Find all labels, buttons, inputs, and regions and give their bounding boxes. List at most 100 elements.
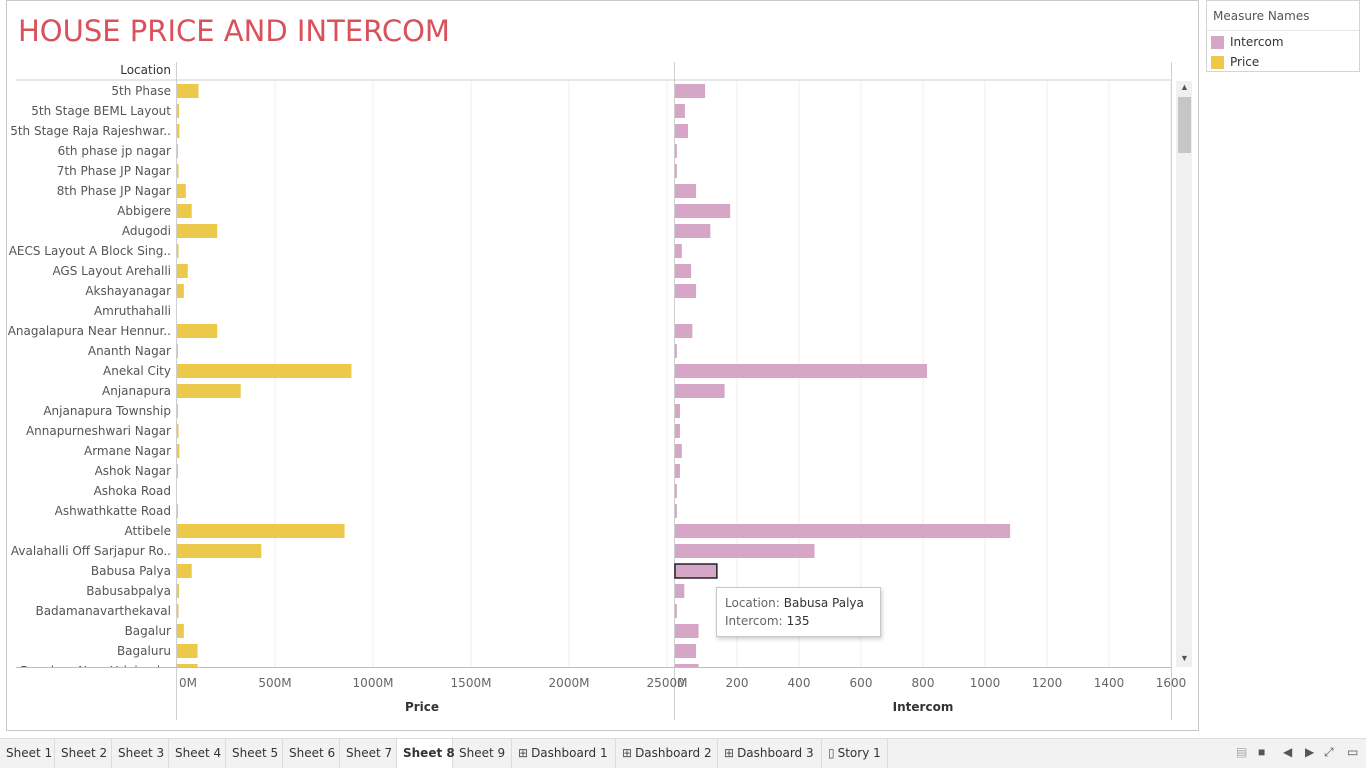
row-label: Badamanavarthekaval bbox=[35, 604, 171, 618]
price-bar bbox=[177, 504, 178, 518]
row-label: 5th Stage BEML Layout bbox=[31, 104, 171, 118]
legend-item-intercom[interactable]: Intercom bbox=[1211, 34, 1284, 50]
price-bar bbox=[177, 404, 178, 418]
tab-sheet-2[interactable]: Sheet 2 bbox=[55, 739, 112, 768]
row-label: Adugodi bbox=[122, 224, 171, 238]
tab-sheet-9[interactable]: Sheet 9 bbox=[453, 739, 512, 768]
fullscreen-icon[interactable]: ⤢ bbox=[1324, 745, 1334, 759]
vertical-scrollbar[interactable] bbox=[1176, 81, 1192, 667]
intercom-bar bbox=[675, 144, 677, 158]
price-bar bbox=[177, 564, 192, 578]
intercom-bar bbox=[675, 224, 711, 238]
row-label: 5th Phase bbox=[111, 84, 171, 98]
row-label: Ashwathkatte Road bbox=[55, 504, 171, 518]
tooltip-measure-key: Intercom: bbox=[725, 614, 783, 628]
legend-divider bbox=[1207, 30, 1359, 31]
price-bar bbox=[177, 364, 352, 378]
price-tick-label: 1000M bbox=[353, 676, 394, 690]
tab-label: Sheet 3 bbox=[118, 746, 165, 760]
intercom-bar bbox=[675, 124, 689, 138]
intercom-tick-label: 1400 bbox=[1094, 676, 1125, 690]
chart-title: HOUSE PRICE AND INTERCOM bbox=[18, 14, 450, 48]
tooltip: Location: Babusa Palya Intercom: 135 bbox=[716, 587, 881, 637]
intercom-bar bbox=[675, 484, 677, 498]
row-label: Bagalur bbox=[125, 624, 171, 638]
price-bar bbox=[177, 444, 180, 458]
price-bar bbox=[177, 264, 188, 278]
tab-sheet-8[interactable]: Sheet 8 bbox=[397, 739, 455, 768]
intercom-bar bbox=[674, 563, 718, 579]
dashboard-icon: ⊞ bbox=[518, 746, 529, 760]
intercom-bar bbox=[675, 244, 682, 258]
next-sheet-icon[interactable]: ▶ bbox=[1305, 745, 1315, 759]
row-label: Avalahalli Off Sarjapur Ro.. bbox=[11, 544, 171, 558]
tab-label: Dashboard 2 bbox=[635, 746, 712, 760]
intercom-bar bbox=[675, 524, 1011, 538]
presentation-mode-icon[interactable]: ▭ bbox=[1347, 745, 1359, 759]
price-bar bbox=[177, 124, 180, 138]
tab-sheet-7[interactable]: Sheet 7 bbox=[340, 739, 397, 768]
intercom-bar bbox=[675, 464, 680, 478]
tab-label: Sheet 1 bbox=[6, 746, 53, 760]
tab-sheet-6[interactable]: Sheet 6 bbox=[283, 739, 340, 768]
tab-label: Story 1 bbox=[837, 746, 881, 760]
price-bar bbox=[177, 104, 179, 118]
row-label: Armane Nagar bbox=[84, 444, 171, 458]
price-tick-label: 2000M bbox=[549, 676, 590, 690]
scrollbar-thumb[interactable] bbox=[1178, 97, 1191, 153]
tooltip-location-value: Babusa Palya bbox=[783, 596, 864, 610]
tab-dashboard-3[interactable]: ⊞ Dashboard 3 bbox=[718, 739, 822, 768]
price-tick-label: 500M bbox=[258, 676, 291, 690]
price-bar bbox=[177, 204, 192, 218]
intercom-bar bbox=[675, 324, 693, 338]
price-tick-label: 1500M bbox=[451, 676, 492, 690]
price-axis-title: Price bbox=[405, 700, 439, 714]
tab-sheet-3[interactable]: Sheet 3 bbox=[112, 739, 169, 768]
intercom-axis-title: Intercom bbox=[893, 700, 954, 714]
intercom-bar bbox=[675, 624, 699, 638]
price-bar bbox=[177, 544, 262, 558]
price-bar bbox=[177, 644, 198, 658]
intercom-bar bbox=[675, 264, 692, 278]
tab-dashboard-2[interactable]: ⊞ Dashboard 2 bbox=[616, 739, 718, 768]
intercom-tick-label: 1200 bbox=[1032, 676, 1063, 690]
intercom-bar bbox=[675, 104, 685, 118]
price-bar bbox=[177, 144, 178, 158]
previous-sheet-icon[interactable]: ◀ bbox=[1283, 745, 1293, 759]
price-tick-label: 0M bbox=[179, 676, 197, 690]
tab-story-1[interactable]: ▯ Story 1 bbox=[822, 739, 888, 768]
tab-sheet-1[interactable]: Sheet 1 bbox=[0, 739, 55, 768]
row-label: Babusabpalya bbox=[86, 584, 171, 598]
tab-sheet-5[interactable]: Sheet 5 bbox=[226, 739, 283, 768]
dashboard-icon: ⊞ bbox=[724, 746, 735, 760]
filmstrip-icon[interactable]: ▤ bbox=[1236, 745, 1248, 759]
price-bar bbox=[177, 424, 179, 438]
legend-swatch-intercom bbox=[1211, 35, 1224, 49]
grid-view-icon[interactable]: ■ bbox=[1258, 745, 1266, 759]
intercom-bar bbox=[675, 164, 677, 178]
row-label: Annapurneshwari Nagar bbox=[26, 424, 171, 438]
intercom-bar bbox=[675, 284, 697, 298]
tab-label: Sheet 8 bbox=[403, 746, 455, 760]
tab-dashboard-1[interactable]: ⊞ Dashboard 1 bbox=[512, 739, 616, 768]
intercom-tick-label: 800 bbox=[912, 676, 935, 690]
intercom-tick-label: 0 bbox=[677, 676, 685, 690]
intercom-bar bbox=[675, 544, 815, 558]
scroll-up-icon[interactable]: ▲ bbox=[1180, 82, 1189, 92]
row-label: Amruthahalli bbox=[94, 304, 171, 318]
price-bar bbox=[177, 164, 179, 178]
scroll-down-icon[interactable]: ▼ bbox=[1180, 653, 1189, 663]
legend-item-price[interactable]: Price bbox=[1211, 54, 1259, 70]
price-bar bbox=[177, 224, 218, 238]
legend-label-price: Price bbox=[1230, 55, 1260, 69]
row-label: Attibele bbox=[125, 524, 171, 538]
row-label: AECS Layout A Block Sing.. bbox=[9, 244, 171, 258]
legend-swatch-price bbox=[1211, 55, 1224, 69]
intercom-bar bbox=[675, 364, 928, 378]
intercom-bar bbox=[675, 424, 680, 438]
row-label: Anekal City bbox=[103, 364, 171, 378]
tab-sheet-4[interactable]: Sheet 4 bbox=[169, 739, 226, 768]
price-tick-label: 2500M bbox=[647, 676, 688, 690]
tab-label: Dashboard 1 bbox=[531, 746, 608, 760]
price-bar bbox=[177, 184, 186, 198]
